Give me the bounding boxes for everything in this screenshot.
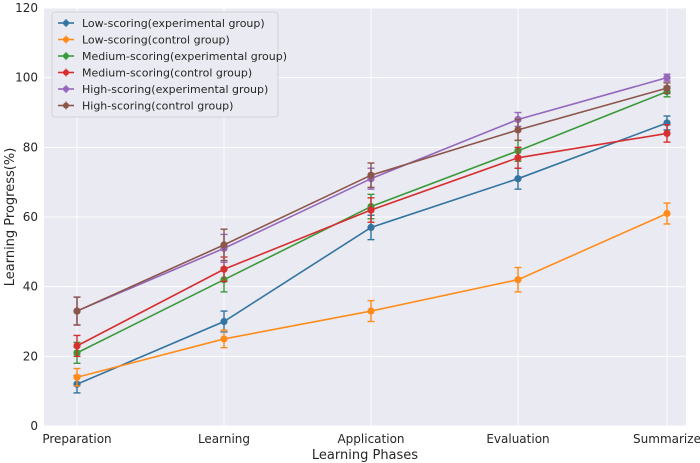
legend-item: High-scoring(control group) (58, 100, 233, 113)
legend-swatch-marker (63, 20, 69, 26)
series-4 (73, 123, 671, 358)
data-point (367, 206, 375, 214)
legend-swatch-marker (63, 36, 69, 43)
legend-item: Low-scoring(experimental group) (58, 17, 265, 30)
data-point (220, 265, 228, 273)
legend-label: Medium-scoring(experimental group) (82, 50, 287, 63)
y-tick-label: 60 (23, 210, 38, 224)
x-tick-label: Evaluation (486, 432, 549, 446)
legend-item: High-scoring(experimental group) (58, 83, 268, 96)
data-point (514, 175, 522, 183)
x-axis-title: Learning Phases (312, 448, 418, 463)
series-6 (73, 82, 671, 326)
legend-swatch-marker (63, 53, 69, 59)
x-tick-labels: Preparation Learning Application Evaluation… (42, 432, 700, 446)
data-point (663, 129, 671, 137)
series-layer (73, 73, 671, 394)
data-point (73, 373, 81, 381)
x-tick-label: Preparation (42, 432, 111, 446)
x-tick-label: Learning (198, 432, 250, 446)
legend-item: Medium-scoring(control group) (58, 67, 252, 80)
y-tick-label: 20 (23, 349, 38, 363)
data-point (367, 223, 375, 232)
y-tick-label: 40 (23, 280, 38, 294)
data-point (73, 307, 81, 315)
legend-label: High-scoring(control group) (82, 100, 233, 113)
y-tick-label: 80 (23, 140, 38, 154)
legend-label: High-scoring(experimental group) (82, 83, 268, 96)
data-point (514, 126, 522, 134)
y-tick-label: 0 (30, 419, 38, 433)
y-tick-label: 100 (15, 71, 38, 85)
legend-swatch-marker (63, 86, 69, 92)
data-point (663, 209, 671, 218)
legend-label: Medium-scoring(control group) (82, 67, 252, 80)
data-point (663, 84, 671, 92)
x-tick-label: Application (337, 432, 404, 446)
y-tick-labels: 0 20 40 60 80 100 120 (15, 1, 38, 433)
data-point (73, 342, 81, 350)
legend-item: Medium-scoring(experimental group) (58, 50, 287, 63)
x-tick-label: Summarize (633, 432, 700, 446)
data-point (663, 74, 671, 82)
y-axis-title: Learning Progress(%) (3, 148, 18, 287)
data-point (220, 335, 228, 343)
data-point (367, 171, 375, 179)
legend-box (51, 11, 279, 118)
legend-swatch-marker (63, 69, 69, 76)
legend-label: Low-scoring(control group) (82, 34, 230, 47)
y-tick-label: 120 (15, 1, 38, 15)
data-point (220, 317, 228, 326)
legend-item: Low-scoring(control group) (58, 34, 230, 47)
legend-label: Low-scoring(experimental group) (82, 17, 265, 30)
series-2 (73, 202, 671, 387)
legend: Low-scoring(experimental group) Low-scori… (51, 11, 287, 118)
data-point (367, 307, 375, 315)
data-point (220, 241, 228, 249)
legend-swatch-marker (63, 102, 69, 109)
data-point (514, 154, 522, 162)
data-point (514, 276, 522, 284)
